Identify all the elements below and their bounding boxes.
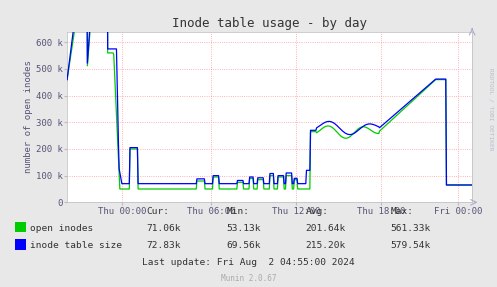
Title: Inode table usage - by day: Inode table usage - by day [172,18,367,30]
Text: Munin 2.0.67: Munin 2.0.67 [221,274,276,283]
Text: RRDTOOL / TOBI OETIKER: RRDTOOL / TOBI OETIKER [488,68,493,150]
Text: 561.33k: 561.33k [390,224,430,233]
Text: 53.13k: 53.13k [226,224,260,233]
Text: Min:: Min: [226,207,249,216]
Text: 72.83k: 72.83k [147,241,181,250]
Text: inode table size: inode table size [30,241,122,250]
Text: Avg:: Avg: [306,207,329,216]
Text: Cur:: Cur: [147,207,169,216]
Text: Max:: Max: [390,207,413,216]
Text: open inodes: open inodes [30,224,93,233]
Text: 201.64k: 201.64k [306,224,346,233]
Text: Last update: Fri Aug  2 04:55:00 2024: Last update: Fri Aug 2 04:55:00 2024 [142,259,355,267]
Y-axis label: number of open inodes: number of open inodes [24,61,33,173]
Text: 69.56k: 69.56k [226,241,260,250]
Text: 215.20k: 215.20k [306,241,346,250]
Text: 579.54k: 579.54k [390,241,430,250]
Text: 71.06k: 71.06k [147,224,181,233]
